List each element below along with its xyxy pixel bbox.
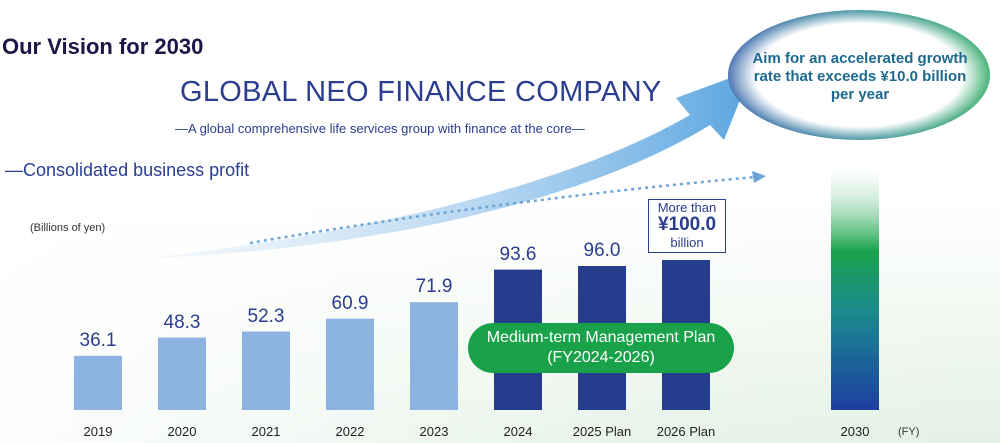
tagline: —A global comprehensive life services gr… — [175, 121, 585, 136]
data-label: 96.0 — [583, 240, 621, 261]
x-tick-label: 2021 — [251, 424, 281, 439]
data-label: 93.6 — [499, 243, 537, 265]
chart-title: —Consolidated business profit — [5, 160, 250, 180]
y-axis-unit: (Billions of yen) — [30, 222, 106, 234]
x-tick-label: 2025 Plan — [572, 424, 632, 439]
x-tick-label: 2023 — [419, 424, 449, 439]
data-label: 36.1 — [79, 329, 117, 351]
trend-dotted-arrow — [249, 175, 756, 245]
trend-arrowhead — [752, 171, 766, 183]
target-line3: billion — [670, 235, 704, 250]
bar-2021 — [242, 331, 290, 410]
data-label: 60.9 — [331, 292, 369, 314]
company-vision: GLOBAL NEO FINANCE COMPANY — [180, 76, 662, 108]
x-axis-unit: (FY) — [898, 426, 920, 438]
bar-2023 — [410, 302, 458, 410]
growth-goal-ellipse — [728, 10, 990, 140]
data-label: 71.9 — [415, 276, 453, 298]
medium-term-plan-badge: Medium-term Management Plan (FY2024-2026… — [468, 323, 734, 373]
data-label: 48.3 — [163, 311, 201, 333]
target-line2: ¥100.0 — [657, 214, 717, 235]
x-tick-label: 2030 — [840, 424, 870, 439]
bar-2019 — [74, 355, 122, 410]
x-tick-label: 2019 — [83, 424, 113, 439]
plan-line1: Medium-term Management Plan — [486, 329, 716, 346]
page-title: Our Vision for 2030 — [2, 34, 204, 59]
x-tick-label: 2020 — [167, 424, 197, 439]
plan-target-callout: More than ¥100.0 billion — [648, 199, 726, 253]
x-tick-label: 2026 Plan — [656, 424, 716, 439]
bar-2020 — [158, 337, 206, 410]
plan-line2: (FY2024-2026) — [547, 349, 655, 366]
bar-2030 — [831, 165, 879, 410]
data-label: 52.3 — [247, 305, 285, 327]
growth-arrow — [150, 70, 752, 258]
target-line1: More than — [657, 200, 717, 215]
bar-2022 — [326, 318, 374, 410]
x-tick-label: 2024 — [503, 424, 533, 439]
x-tick-label: 2022 — [335, 424, 365, 439]
growth-goal-text: Aim for an accelerated growth rate that … — [752, 50, 968, 103]
